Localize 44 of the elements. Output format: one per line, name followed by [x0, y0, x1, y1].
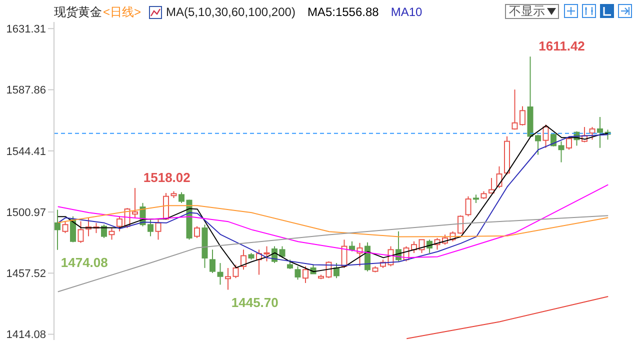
candlestick [465, 196, 472, 217]
candlestick [210, 249, 216, 274]
y-tick-label: 1457.52 [6, 268, 46, 280]
candlestick [194, 226, 200, 238]
candlestick [597, 116, 603, 148]
candlestick [294, 266, 301, 280]
candlestick [54, 209, 60, 250]
candlestick [116, 216, 122, 232]
text: MA5:1556.88 [307, 5, 379, 19]
text: 不显示 [509, 3, 545, 20]
candlestick [279, 246, 286, 258]
line-series [57, 215, 609, 292]
candlestick [62, 220, 68, 234]
candlestick [178, 192, 184, 204]
chart-title: 现货黄金 [54, 4, 102, 20]
y-tick-label: 1414.08 [6, 329, 46, 342]
text: MA10 [390, 5, 422, 19]
y-tick-label: 1544.41 [6, 146, 46, 158]
candlestick [232, 264, 239, 279]
candlestick [496, 166, 502, 189]
candlestick [302, 266, 308, 284]
candlestick [418, 239, 425, 254]
candlestick [287, 259, 293, 270]
candlestick [264, 246, 270, 262]
y-tick-label: 1631.31 [6, 24, 46, 36]
candlestick [108, 227, 115, 240]
candlestick [542, 124, 549, 148]
candlestick [349, 240, 355, 252]
annotation: 1445.70 [231, 294, 278, 310]
text: MA(5,10,30,60,100,200) [166, 5, 296, 19]
annotation: 1474.08 [60, 254, 108, 270]
annotation: 1518.02 [143, 170, 190, 186]
candlestick [225, 267, 231, 290]
candlestick [589, 126, 596, 140]
candlestick [155, 219, 162, 240]
annotation: 1611.42 [538, 38, 585, 54]
candlestick [558, 140, 564, 163]
chart-subtitle: <日线> [103, 4, 142, 20]
y-tick-label: 1587.86 [6, 84, 46, 97]
candlestick [217, 262, 224, 286]
line-series [57, 184, 609, 258]
y-tick-label: 1500.97 [6, 206, 46, 219]
candlestick [240, 249, 246, 270]
candlestick [101, 224, 107, 238]
